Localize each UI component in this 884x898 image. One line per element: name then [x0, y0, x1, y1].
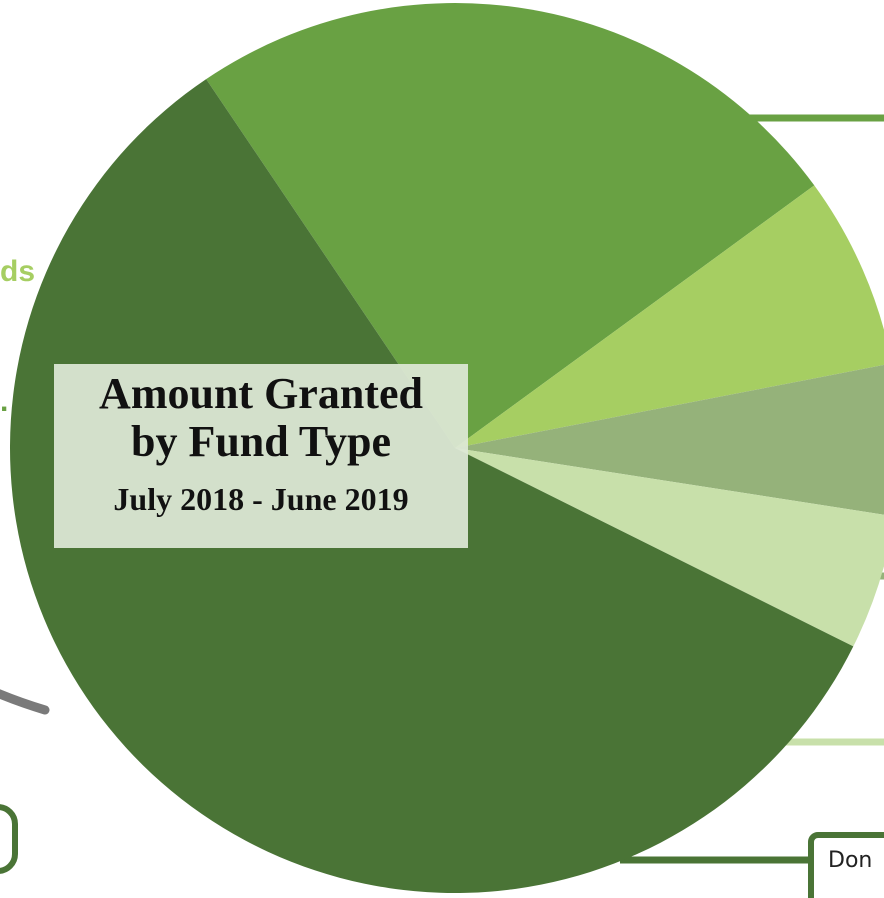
chart-title: Amount Granted by Fund Type	[99, 369, 423, 466]
donor-label-box: Don	[808, 832, 884, 898]
pie-slice-3	[455, 185, 884, 448]
chart-title-box: Amount Granted by Fund Type July 2018 - …	[54, 364, 468, 548]
pie-slice-5	[455, 448, 884, 647]
pie-slice-2	[206, 2, 815, 448]
pie-slice-4	[455, 364, 884, 515]
partial-label-box	[0, 804, 18, 874]
chart-subtitle: July 2018 - June 2019	[113, 481, 409, 517]
donor-label-text: Don	[828, 848, 873, 873]
partial-label-ds: ds	[0, 255, 36, 288]
partial-label-dot: .	[0, 385, 9, 418]
decorative-gray-curve	[0, 689, 50, 715]
